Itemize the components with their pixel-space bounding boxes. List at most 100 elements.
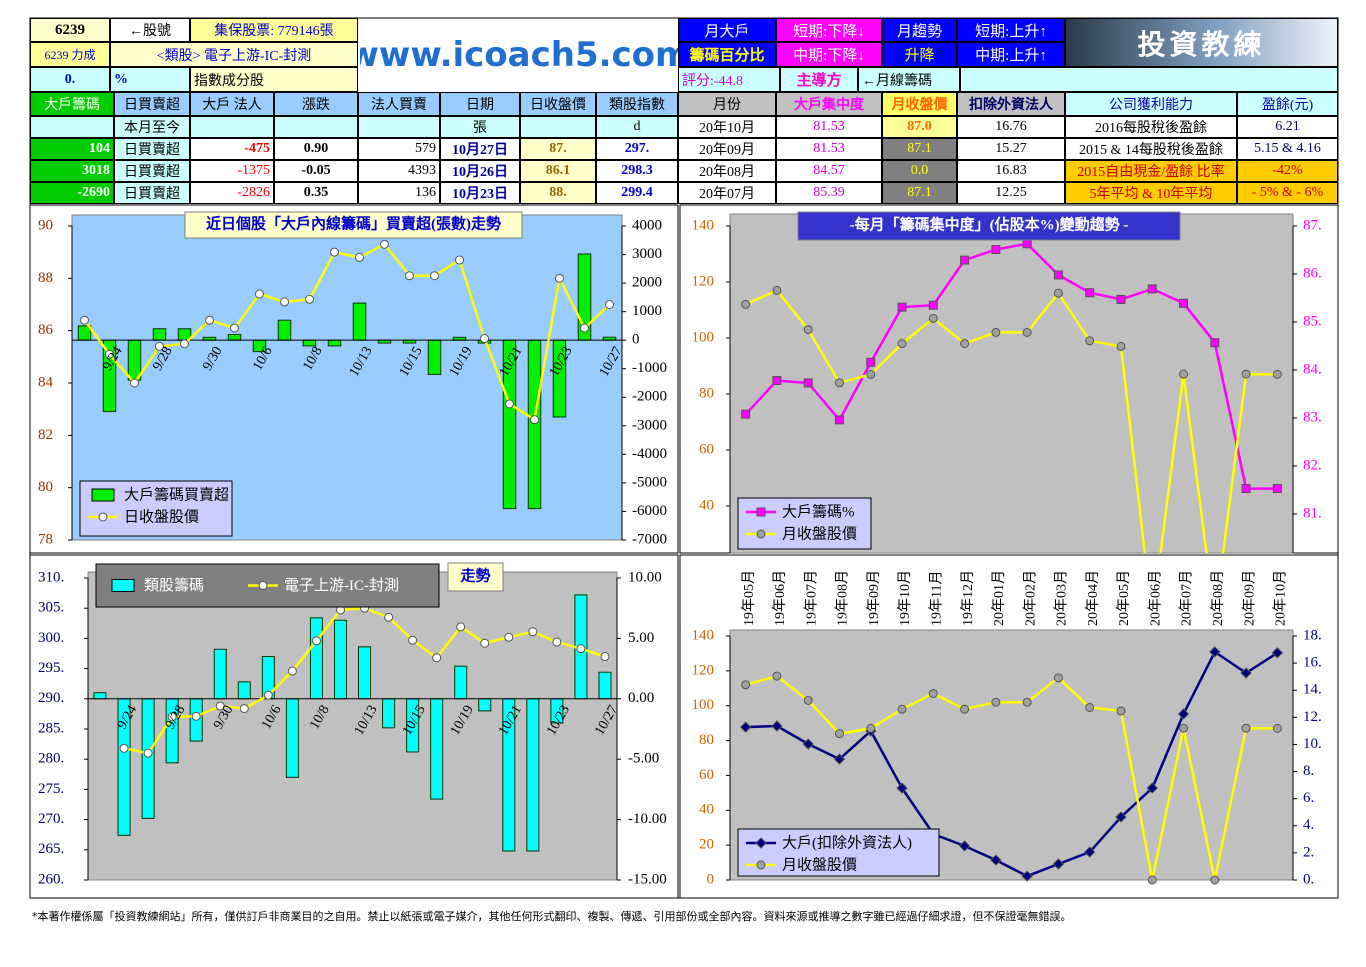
table-cell: 大戶籌碼 <box>30 92 114 116</box>
marker <box>1115 811 1127 823</box>
header-cell: 6239 力成 <box>30 42 110 67</box>
marker <box>600 652 610 662</box>
bar <box>526 698 540 852</box>
marker <box>167 712 177 722</box>
y2-tick-label: 8. <box>1303 763 1314 779</box>
marker <box>105 349 114 359</box>
bar <box>309 617 323 700</box>
plot-group <box>741 239 1282 553</box>
marker <box>1177 708 1190 720</box>
marker <box>580 323 589 333</box>
y-tick-label: 40 <box>699 497 714 513</box>
marker <box>1147 284 1157 294</box>
table-cell: 85.39 <box>776 182 882 204</box>
legend-label: 大戶(扣除外資法人) <box>782 834 912 851</box>
y2-tick-label: 10.00 <box>628 569 662 585</box>
y2-tick-label: 85. <box>1303 313 1322 329</box>
y2-tick-label: 82. <box>1303 457 1322 473</box>
y-tick-label: 60 <box>699 767 714 783</box>
marker <box>1210 875 1220 885</box>
marker <box>866 723 876 733</box>
x-tick-label: 19年11月 <box>929 571 945 626</box>
marker <box>1179 298 1189 308</box>
y-tick-label: 88 <box>38 270 53 286</box>
marker <box>480 334 489 344</box>
y-tick-label: 82 <box>38 427 53 443</box>
x-tick-label: 20年10月 <box>1273 570 1289 626</box>
table-cell: 類股指數 <box>596 92 678 116</box>
table-cell: 法人買賣 <box>358 92 440 116</box>
table-cell: 10月23日 <box>440 182 520 204</box>
marker <box>866 357 876 367</box>
title-box <box>184 211 523 239</box>
header-cell: 短期:上升↑ <box>957 18 1065 42</box>
table-cell <box>190 116 274 138</box>
y2-tick-label: -6000 <box>632 503 667 519</box>
bar <box>478 698 492 712</box>
table-cell: 16.76 <box>957 116 1065 138</box>
bar <box>527 339 542 510</box>
y-tick-label: 300. <box>38 630 64 646</box>
marker <box>119 743 129 753</box>
legend-label: 月收盤股價 <box>782 856 857 873</box>
y-tick-label: 80 <box>699 732 714 748</box>
table-cell <box>520 116 596 138</box>
x-tick-label: 19年05月 <box>741 570 757 626</box>
bar <box>358 646 372 700</box>
x-tick-label: 20年01月 <box>991 570 1007 626</box>
marker <box>1272 369 1282 379</box>
marker <box>991 245 1001 255</box>
x-tick-label: 20年08月 <box>1210 570 1226 626</box>
legend-marker <box>756 529 766 539</box>
y-tick-label: 100 <box>692 697 715 713</box>
table-cell: 2015 & 14每股稅後盈餘 <box>1065 138 1237 160</box>
marker <box>1116 706 1126 716</box>
y-tick-label: 78 <box>38 531 53 547</box>
marker <box>897 704 907 714</box>
table-cell: - 5% & - 6% <box>1237 182 1338 204</box>
bar <box>227 333 242 341</box>
marker <box>1271 647 1284 659</box>
bar <box>93 692 107 700</box>
table-cell: 漲跌 <box>274 92 358 116</box>
table-cell: 月份 <box>678 92 776 116</box>
table-cell: 87. <box>520 138 596 160</box>
marker <box>803 695 813 705</box>
x-tick-label: 20年04月 <box>1085 570 1101 626</box>
y-tick-label: 265. <box>38 841 64 857</box>
bar <box>285 698 299 778</box>
header-cell: 月大戶 <box>678 18 776 42</box>
y2-tick-label: 84. <box>1303 361 1322 377</box>
chart-title: -每月「籌碼集中度」(佔股本%)變動趨勢 - <box>850 215 1129 233</box>
y2-tick-label: -5.00 <box>628 751 659 767</box>
y-tick-label: 295. <box>38 660 64 676</box>
marker <box>991 327 1001 337</box>
marker <box>833 753 846 765</box>
marker <box>834 378 844 388</box>
line <box>745 674 1278 881</box>
legend-label: 電子上游-IC-封測 <box>284 577 399 594</box>
line <box>744 242 1278 490</box>
y2-tick-label: 10. <box>1303 736 1322 752</box>
marker <box>230 323 239 333</box>
table-cell: 12.25 <box>957 182 1065 204</box>
marker <box>130 378 139 388</box>
table-cell: -0.05 <box>274 160 358 182</box>
marker <box>1179 369 1189 379</box>
y-tick-label: 84 <box>38 374 54 390</box>
marker <box>1053 270 1063 280</box>
marker <box>576 644 586 654</box>
table-cell: 日買賣超 <box>114 92 190 116</box>
y-tick-label: 310. <box>38 569 64 585</box>
header-cell: 升降 <box>882 42 957 67</box>
marker <box>380 239 389 249</box>
header-cell: 主導方 <box>780 67 858 92</box>
marker <box>455 255 464 265</box>
table-cell: 張 <box>440 116 520 138</box>
table-cell: 扣除外資法人 <box>957 92 1065 116</box>
marker <box>990 854 1002 866</box>
y2-tick-label: 0.00 <box>628 690 654 706</box>
table-cell: 88. <box>520 182 596 204</box>
marker <box>430 271 439 281</box>
marker <box>928 689 938 699</box>
